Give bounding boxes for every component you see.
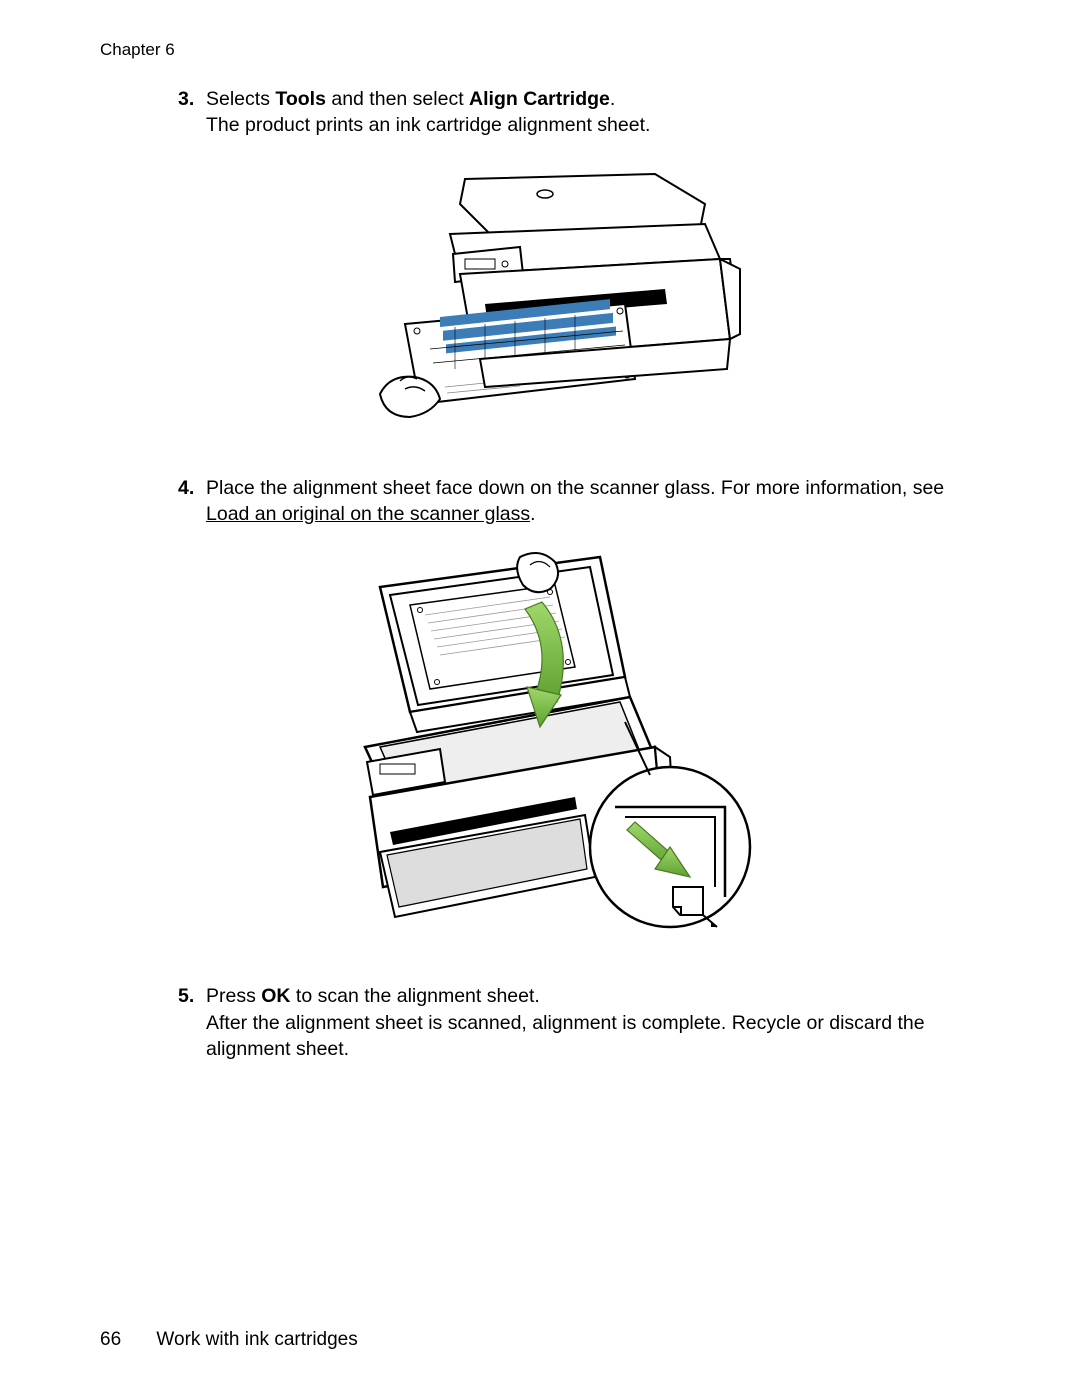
step-4-suffix: . [530,503,535,525]
step-5-number: 5. [178,983,206,1062]
step-3-body: Selects Tools and then select Align Cart… [206,86,990,139]
step-4-link[interactable]: Load an original on the scanner glass [206,503,530,525]
footer-section-title: Work with ink cartridges [156,1329,357,1350]
illustration-scanner-placement [100,547,990,947]
step-5-mid: to scan the alignment sheet. [291,985,540,1007]
step-4: 4. Place the alignment sheet face down o… [178,475,990,528]
step-3-bold2: Align Cartridge [469,88,610,110]
step-5-line2: After the alignment sheet is scanned, al… [206,1012,925,1060]
step-3-suffix1: . [610,88,615,110]
step-4-number: 4. [178,475,206,528]
step-5-bold: OK [261,985,290,1007]
illustration-printer-alignment-sheet [100,159,990,439]
step-3-line2: The product prints an ink cartridge alig… [206,114,650,136]
step-3-text-prefix: Selects [206,88,275,110]
page-footer: 66 Work with ink cartridges [100,1329,358,1351]
step-3-number: 3. [178,86,206,139]
step-5: 5. Press OK to scan the alignment sheet.… [178,983,990,1062]
chapter-header: Chapter 6 [100,40,990,60]
step-3-bold1: Tools [275,88,326,110]
step-5-prefix: Press [206,985,261,1007]
step-3-mid1: and then select [326,88,469,110]
page-number: 66 [100,1329,121,1350]
step-5-body: Press OK to scan the alignment sheet. Af… [206,983,990,1062]
step-4-body: Place the alignment sheet face down on t… [206,475,990,528]
step-4-text: Place the alignment sheet face down on t… [206,477,944,499]
step-3: 3. Selects Tools and then select Align C… [178,86,990,139]
